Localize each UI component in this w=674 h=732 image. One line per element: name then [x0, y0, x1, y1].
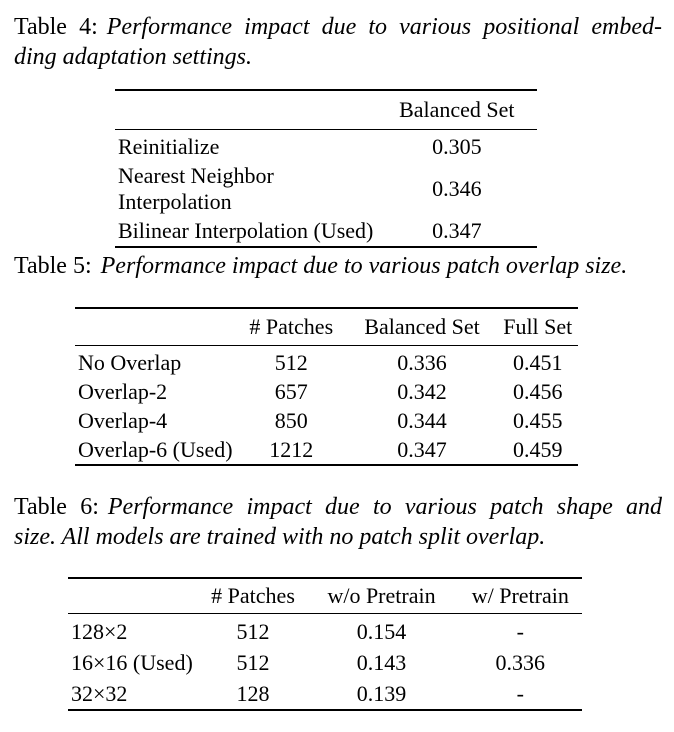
table4-row0-value: 0.305	[432, 134, 482, 159]
table5-row2-patches: 850	[274, 407, 308, 433]
table5-header-row: # Patches Balanced Set Full Set	[75, 309, 578, 346]
table6-caption-text1: Performance impact due to various patch …	[107, 494, 662, 520]
table-row: Overlap-2 657 0.342 0.456	[75, 377, 578, 406]
table4-row2-label: Bilinear Interpolation (Used)	[118, 218, 374, 243]
table5-caption-label: Table 5:	[14, 253, 92, 279]
table4-caption-label: Table 4:	[14, 14, 98, 40]
table5-row2-balanced: 0.344	[397, 407, 447, 433]
table5-caption: Table 5: Performance impact due to variou…	[14, 251, 662, 281]
table5-row1-full: 0.456	[513, 378, 563, 404]
table-row: 128×2 512 0.154 -	[68, 614, 582, 648]
table5-header-full-set: Full Set	[497, 309, 578, 346]
table5-header-balanced-set: Balanced Set	[346, 309, 498, 346]
table5-row0-patches: 512	[274, 349, 308, 375]
table-row: Overlap-4 850 0.344 0.455	[75, 406, 578, 435]
table-row: Nearest Neighbor Interpolation 0.346	[115, 162, 537, 216]
table4-row2-value: 0.347	[432, 218, 482, 243]
table-row: No Overlap 512 0.336 0.451	[75, 346, 578, 378]
table4-header-row: Balanced Set	[115, 91, 537, 130]
table-row: 32×32 128 0.139 -	[68, 678, 582, 709]
table6-row0-w-pretrain: -	[516, 618, 524, 644]
table6-row1-wo-pretrain: 0.143	[356, 649, 407, 675]
table4-caption-line2: ding adaptation settings.	[14, 44, 253, 70]
table5-caption-text1: Performance impact due to various patch …	[100, 253, 628, 279]
table4-row0-label: Reinitialize	[118, 134, 220, 159]
table5-caption-line1: Table 5: Performance impact due to variou…	[14, 251, 662, 281]
table4-caption-text1: Performance impact due to various positi…	[106, 14, 663, 40]
table6-header-empty	[68, 579, 202, 614]
table5-header-num-patches: # Patches	[235, 309, 347, 346]
table4-row1-value: 0.346	[432, 176, 482, 201]
table6-header-row: # Patches w/o Pretrain w/ Pretrain	[68, 579, 582, 614]
table6-caption: Table 6: Performance impact due to variou…	[14, 492, 662, 552]
table6-row0-patches: 512	[236, 618, 270, 644]
table6-grid: # Patches w/o Pretrain w/ Pretrain 128×2…	[68, 579, 582, 709]
table5-row1-label: Overlap-2	[78, 378, 168, 404]
table6-row1-w-pretrain: 0.336	[495, 649, 546, 675]
table-row: Reinitialize 0.305	[115, 130, 537, 163]
table6-header-w-pretrain: w/ Pretrain	[458, 579, 582, 614]
table5-row0-label: No Overlap	[78, 349, 182, 375]
table6-row2-patches: 128	[236, 680, 270, 706]
table6-row2-wo-pretrain: 0.139	[356, 680, 407, 706]
table5-row0-balanced: 0.336	[397, 349, 447, 375]
table4-header-empty	[115, 91, 377, 130]
table6-row1-patches: 512	[236, 649, 270, 675]
table5-header-empty	[75, 309, 236, 346]
table6-row1-label: 16×16 (Used)	[71, 649, 193, 675]
table4-caption-line1: Table 4: Performance impact due to variou…	[14, 12, 662, 42]
table4-caption: Table 4: Performance impact due to variou…	[14, 12, 662, 72]
table6-row2-label: 32×32	[71, 680, 128, 706]
table5-row2-label: Overlap-4	[78, 407, 168, 433]
table6: # Patches w/o Pretrain w/ Pretrain 128×2…	[68, 577, 582, 711]
table-row: Overlap-6 (Used) 1212 0.347 0.459	[75, 435, 578, 464]
table6-caption-line1: Table 6: Performance impact due to variou…	[14, 492, 662, 522]
table-row: Bilinear Interpolation (Used) 0.347	[115, 216, 537, 246]
table5-row1-patches: 657	[274, 378, 308, 404]
table4-row1-label: Nearest Neighbor Interpolation	[118, 163, 274, 214]
table4: Balanced Set Reinitialize 0.305 Nearest …	[115, 89, 537, 248]
table6-row0-wo-pretrain: 0.154	[356, 618, 407, 644]
table-row: 16×16 (Used) 512 0.143 0.336	[68, 647, 582, 678]
table4-grid: Balanced Set Reinitialize 0.305 Nearest …	[115, 91, 537, 246]
table6-caption-label: Table 6:	[14, 494, 99, 520]
table6-header-num-patches: # Patches	[201, 579, 305, 614]
table5-row3-full: 0.459	[513, 436, 563, 462]
table5-row2-full: 0.455	[513, 407, 563, 433]
table5-grid: # Patches Balanced Set Full Set No Overl…	[75, 309, 578, 464]
table5: # Patches Balanced Set Full Set No Overl…	[75, 307, 578, 466]
table6-row2-w-pretrain: -	[516, 680, 524, 706]
table6-row0-label: 128×2	[71, 618, 128, 644]
table5-row1-balanced: 0.342	[397, 378, 447, 404]
table6-caption-line2: size. All models are trained with no pat…	[14, 524, 546, 550]
table5-row3-balanced: 0.347	[397, 436, 447, 462]
table6-header-wo-pretrain: w/o Pretrain	[304, 579, 459, 614]
table5-row0-full: 0.451	[513, 349, 563, 375]
table5-row3-label: Overlap-6 (Used)	[78, 436, 233, 462]
table4-header-balanced-set: Balanced Set	[376, 91, 537, 130]
table5-row3-patches: 1212	[269, 436, 314, 462]
